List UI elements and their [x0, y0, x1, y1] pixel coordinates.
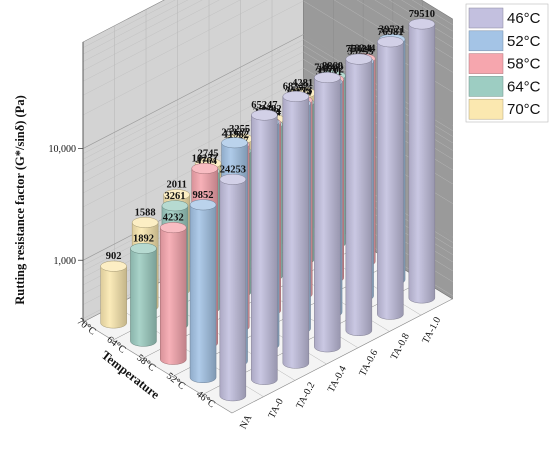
bar-top	[189, 199, 217, 211]
bar-cylinder: 4232	[160, 213, 187, 365]
bar-top	[130, 243, 157, 254]
bar-cylinder: 68342	[282, 82, 310, 369]
data-label: 79510	[409, 9, 435, 20]
data-label: 1588	[135, 207, 156, 218]
y-axis-ticks: 1,000 10,000	[49, 42, 84, 322]
legend-label: 64°C	[507, 78, 541, 95]
data-label: 11982	[223, 130, 249, 141]
bar-top	[161, 200, 189, 212]
bar-top	[408, 18, 436, 30]
gridline-y	[82, 0, 453, 55]
bar-top	[160, 222, 187, 234]
data-label: 4281	[292, 78, 313, 89]
x-tick-label: TA-0.6	[357, 348, 380, 378]
bar-body	[130, 248, 157, 347]
gridline-y	[82, 0, 453, 82]
chart-bars: 9021588201127453255349242811892326147645…	[100, 9, 436, 402]
x-tick-label: NA	[238, 412, 255, 431]
bar-cylinder: 75424	[345, 44, 373, 336]
bar-body	[314, 77, 341, 353]
bar-body	[100, 265, 127, 329]
gridline-y	[82, 0, 453, 62]
bar-cylinder: 9852	[189, 190, 217, 383]
data-label: 9852	[193, 190, 214, 201]
bar-body	[160, 227, 187, 365]
bar-top	[345, 53, 373, 65]
bar-top	[219, 173, 247, 185]
data-label: 35255	[347, 47, 373, 58]
data-label: 68342	[283, 82, 309, 93]
bar-cylinder: 24253	[219, 164, 247, 402]
data-label: 3261	[164, 191, 185, 202]
data-label: 4764	[196, 156, 218, 167]
data-label: 25327	[221, 128, 247, 139]
legend-label: 58°C	[507, 56, 541, 73]
data-label: 65247	[251, 100, 277, 111]
y-tick-label: 1,000	[54, 256, 77, 267]
data-label: 2745	[198, 148, 219, 159]
gridline-y	[82, 0, 453, 48]
data-label: 902	[106, 251, 122, 262]
legend-label: 70°C	[507, 101, 541, 118]
data-label: 39721	[379, 24, 405, 35]
bar-top	[100, 260, 127, 272]
legend-label: 52°C	[507, 33, 541, 50]
bar-body	[189, 204, 217, 383]
gridline-y	[82, 0, 453, 71]
y-tick-label: 10,000	[49, 144, 77, 155]
data-label: 2011	[166, 180, 186, 191]
bar-top	[191, 163, 218, 174]
data-label: 4232	[163, 213, 184, 224]
bar-body	[377, 41, 404, 320]
data-label: 18344	[349, 44, 376, 55]
bar-top	[131, 217, 159, 228]
bar-cylinder: 79510	[408, 9, 436, 304]
data-label: 8860	[322, 61, 343, 72]
x-tick-label: TA-0.4	[326, 364, 349, 394]
bar-cylinder: 65247	[251, 100, 278, 385]
bar-body	[282, 96, 310, 369]
data-label: 3255	[229, 124, 250, 135]
bar-top	[163, 189, 190, 201]
bar-top	[221, 137, 248, 149]
bar-top	[314, 72, 341, 84]
data-label: 24253	[220, 164, 246, 175]
legend-swatch	[468, 7, 504, 29]
legend-label: 46°C	[507, 10, 541, 27]
bar-cylinder: 1892	[130, 233, 157, 347]
data-label: 76981	[377, 27, 403, 38]
bar-body	[408, 23, 436, 304]
bar-body	[251, 114, 278, 385]
legend-swatch	[468, 98, 504, 120]
bar-cylinder: 72147	[314, 63, 341, 353]
bar-top	[282, 91, 310, 102]
legend-swatch	[468, 76, 504, 97]
data-label: 75424	[346, 44, 373, 55]
x-tick-label: TA-1.0	[420, 315, 443, 345]
data-label: 16782	[318, 64, 344, 75]
x-tick-label: TA-0.8	[389, 332, 412, 362]
legend-swatch	[468, 30, 504, 52]
bar-top	[251, 109, 278, 121]
bar-body	[345, 58, 373, 336]
bar-cylinder: 902	[100, 251, 127, 329]
data-label: 72147	[314, 63, 340, 74]
data-label: 3492	[261, 104, 282, 115]
x-tick-label: TA-0.2	[294, 380, 317, 410]
y-axis-label: Rutting resistance factor (G*/sinδ) (Pa)	[13, 95, 27, 304]
bar-top	[377, 36, 404, 48]
data-label: 1892	[133, 233, 154, 244]
bar-cylinder: 76981	[377, 27, 404, 320]
data-label: 15213	[286, 85, 312, 96]
legend-swatch	[468, 53, 504, 74]
x-tick-label: TA-0	[266, 397, 286, 421]
legend: 46°C 52°C 58°C 64°C 70°C	[465, 3, 549, 123]
data-label: 10237	[192, 153, 218, 164]
bar-body	[219, 179, 247, 402]
